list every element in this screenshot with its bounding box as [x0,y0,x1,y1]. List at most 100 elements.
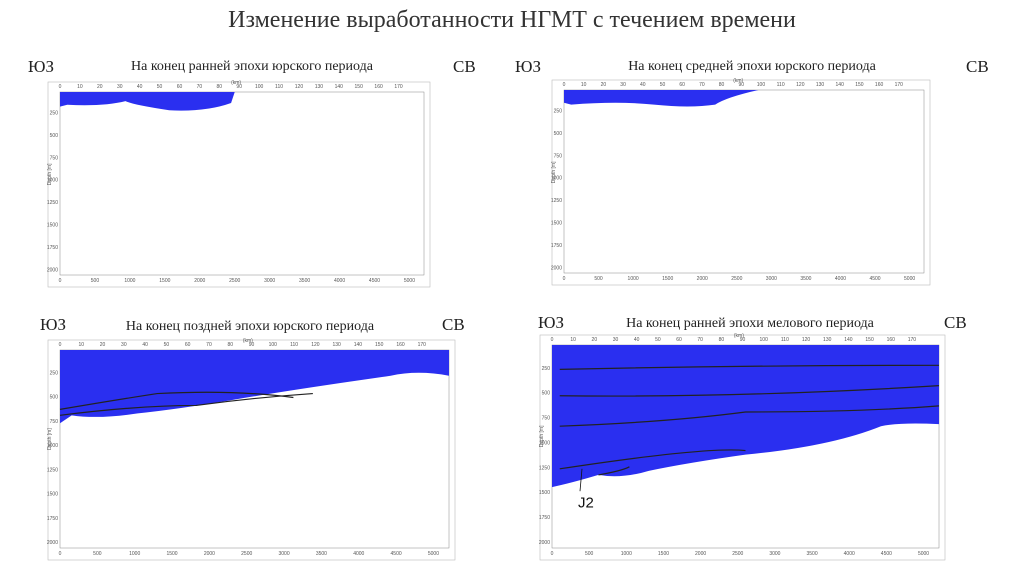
bottom-tick: 3500 [800,276,811,282]
top-tick: 30 [121,342,127,348]
bottom-tick: 3000 [769,551,780,557]
depth-tick: 2000 [47,540,58,546]
top-tick: 120 [311,342,320,348]
top-tick: 60 [185,342,191,348]
annotation-line [579,468,583,492]
bottom-tick: 4500 [369,278,380,284]
bottom-tick: 4000 [835,276,846,282]
left-label: ЮЗ [515,57,541,76]
section [552,345,939,487]
section [564,90,759,107]
right-label: СВ [442,315,465,334]
top-tick: 120 [796,82,805,88]
top-tick: 170 [418,342,427,348]
top-tick: 160 [396,342,405,348]
depth-axis-label: Depth [m] [47,163,53,185]
top-tick: 130 [332,342,341,348]
depth-tick: 1500 [47,223,58,229]
depth-tick: 2000 [539,540,550,546]
panel-caption: На конец поздней эпохи юрского периода [126,319,375,334]
top-tick: 80 [217,84,223,90]
top-tick: 110 [777,82,785,88]
top-tick: 110 [781,337,789,343]
depth-tick: 1000 [47,443,58,449]
top-tick: 80 [719,337,725,343]
top-tick: 120 [802,337,811,343]
bottom-tick: 0 [551,551,554,557]
depth-tick: 1750 [551,243,562,249]
right-label: СВ [453,57,476,76]
top-tick: 100 [255,84,264,90]
bottom-tick: 4000 [353,551,364,557]
top-tick: 110 [290,342,298,348]
depth-tick: 750 [542,416,551,422]
top-tick: 160 [374,84,383,90]
top-tick: 140 [335,84,344,90]
horizon-line [560,365,939,369]
bottom-tick: 5000 [404,278,415,284]
bottom-tick: 4000 [844,551,855,557]
top-tick: 30 [613,337,619,343]
top-axis-label: (km) [733,78,743,84]
panel-caption: На конец ранней эпохи мелового периода [626,316,875,331]
depth-tick: 1250 [539,465,550,471]
bottom-tick: 0 [563,276,566,282]
plot-area [59,91,425,276]
top-tick: 10 [581,82,587,88]
top-tick: 140 [844,337,853,343]
top-axis-label: (km) [231,80,241,86]
bottom-tick: 3500 [316,551,327,557]
top-tick: 70 [699,82,705,88]
horizon-line [560,406,939,426]
basin-fill [60,350,449,424]
bottom-tick: 0 [59,278,62,284]
bottom-tick: 2500 [732,551,743,557]
top-tick: 120 [295,84,304,90]
depth-tick: 750 [50,419,59,425]
bottom-tick: 5000 [428,551,439,557]
top-tick: 160 [887,337,896,343]
top-tick: 0 [59,84,62,90]
top-tick: 90 [740,337,746,343]
top-tick: 70 [197,84,203,90]
left-label: ЮЗ [28,57,54,76]
depth-tick: 2000 [47,267,58,273]
depth-tick: 1250 [551,198,562,204]
basin-fill [60,92,235,111]
section [60,350,449,423]
bottom-tick: 4000 [334,278,345,284]
depth-tick: 500 [50,395,59,401]
bottom-tick: 500 [585,551,594,557]
depth-tick: 1000 [539,440,550,446]
top-tick: 100 [269,342,278,348]
panel-caption: На конец средней эпохи юрского периода [628,59,876,74]
depth-tick: 750 [554,153,563,159]
top-tick: 80 [227,342,233,348]
top-tick: 90 [236,84,242,90]
bottom-tick: 500 [91,278,100,284]
depth-tick: 500 [50,133,59,139]
depth-axis-label: Depth [m] [47,428,53,450]
top-tick: 70 [697,337,703,343]
depth-axis-label: Depth [m] [551,161,557,183]
bottom-tick: 500 [594,276,603,282]
depth-tick: 250 [50,370,59,376]
top-tick: 60 [177,84,183,90]
depth-axis-label: Depth [m] [539,425,545,447]
top-tick: 100 [760,337,769,343]
depth-tick: 1500 [539,490,550,496]
bottom-tick: 4500 [869,276,880,282]
bottom-tick: 2000 [695,551,706,557]
top-tick: 30 [117,84,123,90]
bottom-tick: 3000 [766,276,777,282]
bottom-tick: 5000 [904,276,915,282]
horizon-line [60,392,293,409]
top-tick: 40 [640,82,646,88]
top-tick: 170 [895,82,904,88]
depth-tick: 2000 [551,265,562,271]
top-tick: 60 [676,337,682,343]
depth-tick: 500 [542,391,551,397]
top-tick: 30 [620,82,626,88]
top-tick: 20 [592,337,598,343]
